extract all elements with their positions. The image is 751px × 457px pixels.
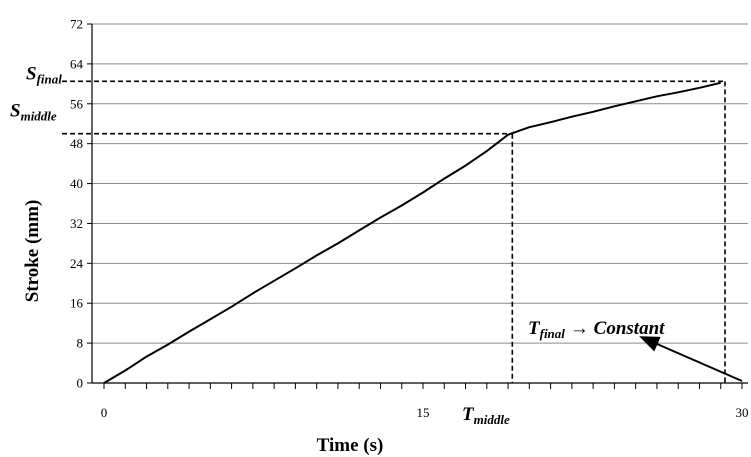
y-tick-label-32: 32 [70,216,83,231]
x-axis-title: Time (s) [317,435,384,456]
x-tick-label-30: 30 [736,405,749,420]
y-tick-label-40: 40 [70,176,83,191]
x-tick-label-0: 0 [101,405,108,420]
t-final-arrow [639,336,743,382]
tick-labels: 0 8 16 24 32 40 48 56 64 72 0 15 30 [70,17,749,421]
gridlines [92,23,748,344]
y-tick-label-8: 8 [77,336,84,351]
t-middle-label: Tmiddle [462,404,510,427]
annotations: Sfinal Smiddle Tmiddle Tfinal → Constant [10,63,743,427]
y-tick-label-64: 64 [70,56,84,71]
axes [87,23,748,389]
y-tick-label-24: 24 [70,256,84,271]
stroke-series-line [103,81,721,384]
x-tick-label-15: 15 [417,405,430,420]
y-tick-label-56: 56 [70,96,84,111]
y-tick-label-16: 16 [70,296,84,311]
t-final-label: Tfinal → Constant [528,318,665,341]
series-group [103,81,721,384]
y-axis-title: Stroke (mm) [22,200,43,303]
y-tick-label-0: 0 [77,376,84,391]
y-tick-label-48: 48 [70,136,83,151]
y-tick-label-72: 72 [70,17,83,32]
s-middle-label: Smiddle [10,101,57,124]
s-final-label: Sfinal [26,63,62,86]
